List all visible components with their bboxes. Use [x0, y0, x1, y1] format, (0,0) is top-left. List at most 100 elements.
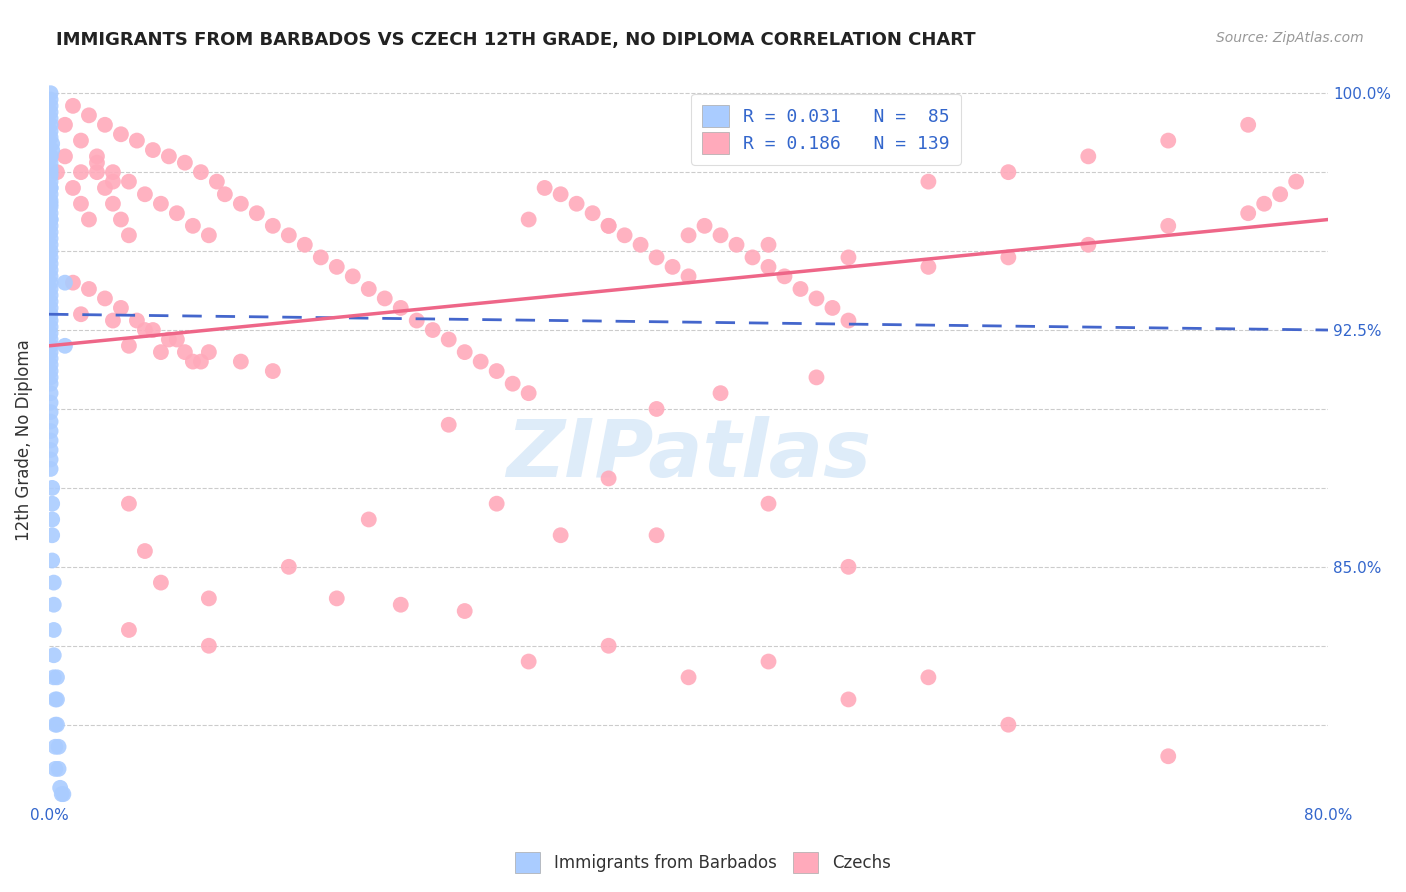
Point — [39, 313, 62, 327]
Point — [134, 544, 156, 558]
Point — [52, 787, 75, 801]
Point — [118, 497, 141, 511]
Point — [454, 604, 477, 618]
Point — [262, 364, 284, 378]
Point — [70, 165, 93, 179]
Point — [997, 251, 1019, 265]
Point — [39, 405, 62, 419]
Point — [389, 598, 412, 612]
Point — [214, 187, 236, 202]
Point — [693, 219, 716, 233]
Point — [39, 194, 62, 208]
Point — [110, 212, 132, 227]
Point — [166, 333, 188, 347]
Point — [613, 228, 636, 243]
Point — [125, 313, 148, 327]
Point — [44, 692, 66, 706]
Point — [39, 212, 62, 227]
Point — [39, 386, 62, 401]
Point — [190, 354, 212, 368]
Point — [181, 354, 204, 368]
Point — [39, 212, 62, 227]
Point — [94, 292, 117, 306]
Point — [39, 165, 62, 179]
Point — [758, 655, 780, 669]
Point — [46, 165, 69, 179]
Point — [1157, 749, 1180, 764]
Point — [598, 219, 620, 233]
Point — [39, 319, 62, 334]
Point — [39, 415, 62, 429]
Point — [39, 294, 62, 309]
Point — [389, 301, 412, 315]
Point — [246, 206, 269, 220]
Point — [645, 528, 668, 542]
Point — [917, 670, 939, 684]
Point — [77, 108, 100, 122]
Point — [39, 251, 62, 265]
Point — [357, 282, 380, 296]
Point — [41, 481, 63, 495]
Point — [1157, 134, 1180, 148]
Point — [39, 244, 62, 258]
Point — [39, 351, 62, 366]
Point — [837, 313, 859, 327]
Point — [198, 228, 221, 243]
Point — [77, 282, 100, 296]
Point — [39, 93, 62, 107]
Point — [357, 512, 380, 526]
Point — [42, 623, 65, 637]
Point — [49, 780, 72, 795]
Point — [101, 196, 124, 211]
Point — [205, 175, 228, 189]
Point — [198, 591, 221, 606]
Point — [997, 717, 1019, 731]
Point — [39, 181, 62, 195]
Point — [42, 648, 65, 663]
Text: ZIPatlas: ZIPatlas — [506, 416, 872, 494]
Text: Source: ZipAtlas.com: Source: ZipAtlas.com — [1216, 31, 1364, 45]
Point — [62, 276, 84, 290]
Point — [77, 212, 100, 227]
Point — [101, 165, 124, 179]
Point — [42, 575, 65, 590]
Point — [1157, 219, 1180, 233]
Point — [277, 559, 299, 574]
Point — [437, 333, 460, 347]
Point — [157, 149, 180, 163]
Point — [39, 130, 62, 145]
Point — [39, 364, 62, 378]
Point — [39, 237, 62, 252]
Point — [917, 260, 939, 274]
Point — [821, 301, 844, 315]
Point — [39, 301, 62, 315]
Point — [53, 118, 76, 132]
Point — [1237, 118, 1260, 132]
Point — [678, 269, 700, 284]
Point — [470, 354, 492, 368]
Point — [41, 528, 63, 542]
Point — [118, 339, 141, 353]
Y-axis label: 12th Grade, No Diploma: 12th Grade, No Diploma — [15, 340, 32, 541]
Point — [39, 175, 62, 189]
Point — [485, 497, 508, 511]
Point — [485, 364, 508, 378]
Point — [118, 175, 141, 189]
Point — [39, 326, 62, 341]
Point — [342, 269, 364, 284]
Point — [806, 370, 828, 384]
Point — [517, 212, 540, 227]
Point — [758, 237, 780, 252]
Point — [758, 497, 780, 511]
Point — [678, 228, 700, 243]
Point — [94, 118, 117, 132]
Point — [709, 386, 731, 401]
Point — [645, 401, 668, 416]
Point — [39, 257, 62, 271]
Point — [39, 149, 62, 163]
Point — [62, 181, 84, 195]
Point — [454, 345, 477, 359]
Point — [517, 655, 540, 669]
Point — [39, 434, 62, 448]
Point — [789, 282, 811, 296]
